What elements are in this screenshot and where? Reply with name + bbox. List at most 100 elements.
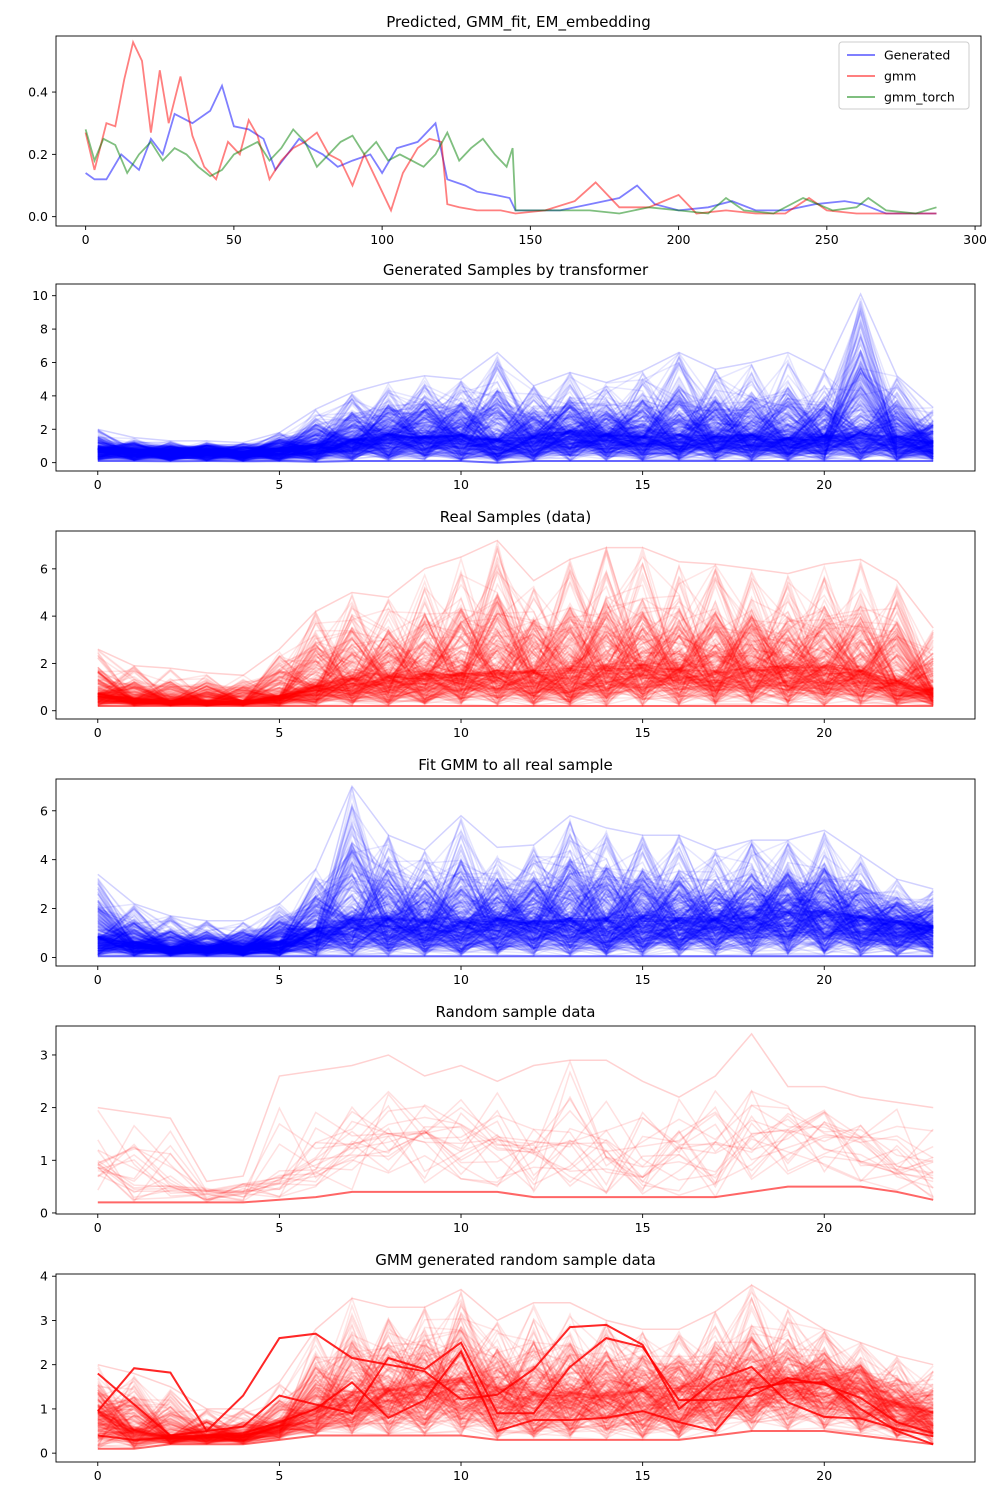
- sample-line: [97, 594, 934, 706]
- sample-line: [97, 628, 934, 706]
- sample-line: [97, 878, 934, 953]
- sample-line: [97, 871, 934, 950]
- sample-line: [97, 576, 934, 707]
- sample-line: [97, 574, 934, 706]
- sample-line: [97, 402, 934, 460]
- sample-line: [97, 917, 934, 955]
- sample-line: [97, 361, 934, 460]
- sample-line: [97, 404, 934, 462]
- sample-line: [97, 597, 934, 704]
- chart-panel-3: 0 5 10 15 20 0 2 4 6 Real Samples (data): [40, 508, 976, 740]
- sample-line: [97, 844, 934, 956]
- sample-line: [97, 360, 934, 462]
- sample-line: [97, 573, 934, 707]
- sample-line: [97, 405, 934, 459]
- sample-line: [97, 853, 934, 956]
- sample-line: [97, 623, 934, 706]
- sample-line: [97, 368, 934, 458]
- sample-line: [97, 1310, 934, 1443]
- sample-line: [97, 395, 934, 457]
- sample-line: [97, 602, 934, 704]
- x-tick-label: 100: [370, 232, 394, 247]
- sample-line: [97, 874, 934, 957]
- sample-line: [97, 1349, 934, 1444]
- sample-line: [97, 794, 934, 954]
- sample-line: [97, 372, 934, 459]
- sample-line: [97, 563, 934, 707]
- sample-line: [97, 876, 934, 954]
- sample-line: [97, 351, 934, 462]
- sample-line: [97, 611, 934, 707]
- sample-line: [97, 1326, 934, 1444]
- sample-line: [97, 393, 934, 461]
- sample-line: [97, 619, 934, 706]
- sample-line: [97, 1336, 934, 1448]
- sample-line: [97, 394, 934, 462]
- sample-line: [97, 564, 934, 707]
- sample-line: [97, 847, 934, 954]
- sample-line: [97, 545, 934, 707]
- sample-line: [97, 1351, 934, 1446]
- sample-line: [97, 394, 934, 459]
- sample-line: [97, 1127, 934, 1201]
- sample-line: [97, 868, 934, 955]
- sample-line: [97, 1304, 934, 1445]
- sample-line: [97, 381, 934, 461]
- sample-line: [97, 389, 934, 460]
- sample-line: [97, 1336, 934, 1441]
- sample-line: [97, 563, 934, 707]
- sample-line: [97, 399, 934, 460]
- sample-line: [97, 893, 934, 955]
- sample-line: [97, 393, 934, 460]
- sample-line: [97, 568, 934, 706]
- sample-line: [97, 867, 934, 956]
- sample-line: [97, 607, 934, 706]
- x-tick-label: 5: [275, 477, 283, 492]
- sample-line: [97, 381, 934, 458]
- sample-line: [97, 885, 934, 957]
- sample-line: [97, 415, 934, 462]
- sample-line: [97, 613, 934, 707]
- sample-line: [97, 375, 934, 461]
- sample-line: [97, 609, 934, 704]
- sample-line: [97, 1324, 934, 1442]
- sample-line: [97, 619, 934, 701]
- x-tick-label: 10: [453, 725, 469, 740]
- sample-line: [97, 608, 934, 702]
- sample-line: [97, 1341, 934, 1443]
- sample-line: [97, 638, 934, 706]
- sample-line: [97, 363, 934, 461]
- sample-line: [97, 1352, 934, 1445]
- sample-line: [97, 626, 934, 706]
- sample-line: [97, 550, 934, 705]
- sample-line: [97, 1326, 934, 1445]
- sample-line: [97, 880, 934, 957]
- sample-line: [97, 579, 934, 705]
- chart-title: Random sample data: [436, 1003, 596, 1021]
- sample-line: [97, 863, 934, 956]
- sample-line: [97, 405, 934, 461]
- sample-line: [97, 839, 934, 956]
- sample-line: [97, 900, 934, 952]
- sample-line: [97, 866, 934, 957]
- sample-line: [97, 409, 934, 462]
- sample-line: [97, 1370, 934, 1445]
- sample-line: [97, 870, 934, 952]
- sample-line: [97, 1371, 934, 1446]
- sample-line: [97, 1317, 934, 1444]
- sample-line: [97, 1337, 934, 1443]
- sample-line: [97, 1296, 934, 1441]
- sample-line: [97, 869, 934, 950]
- sample-line: [97, 867, 934, 955]
- sample-line: [97, 352, 934, 462]
- sample-line: [97, 617, 934, 705]
- sample-line: [97, 836, 934, 955]
- sample-line: [97, 870, 934, 957]
- sample-line: [97, 591, 934, 707]
- sample-line: [97, 371, 934, 462]
- sample-line: [97, 835, 934, 953]
- sample-line: [97, 1351, 934, 1445]
- sample-line: [97, 378, 934, 462]
- sample-line: [97, 378, 934, 461]
- sample-line: [97, 604, 934, 706]
